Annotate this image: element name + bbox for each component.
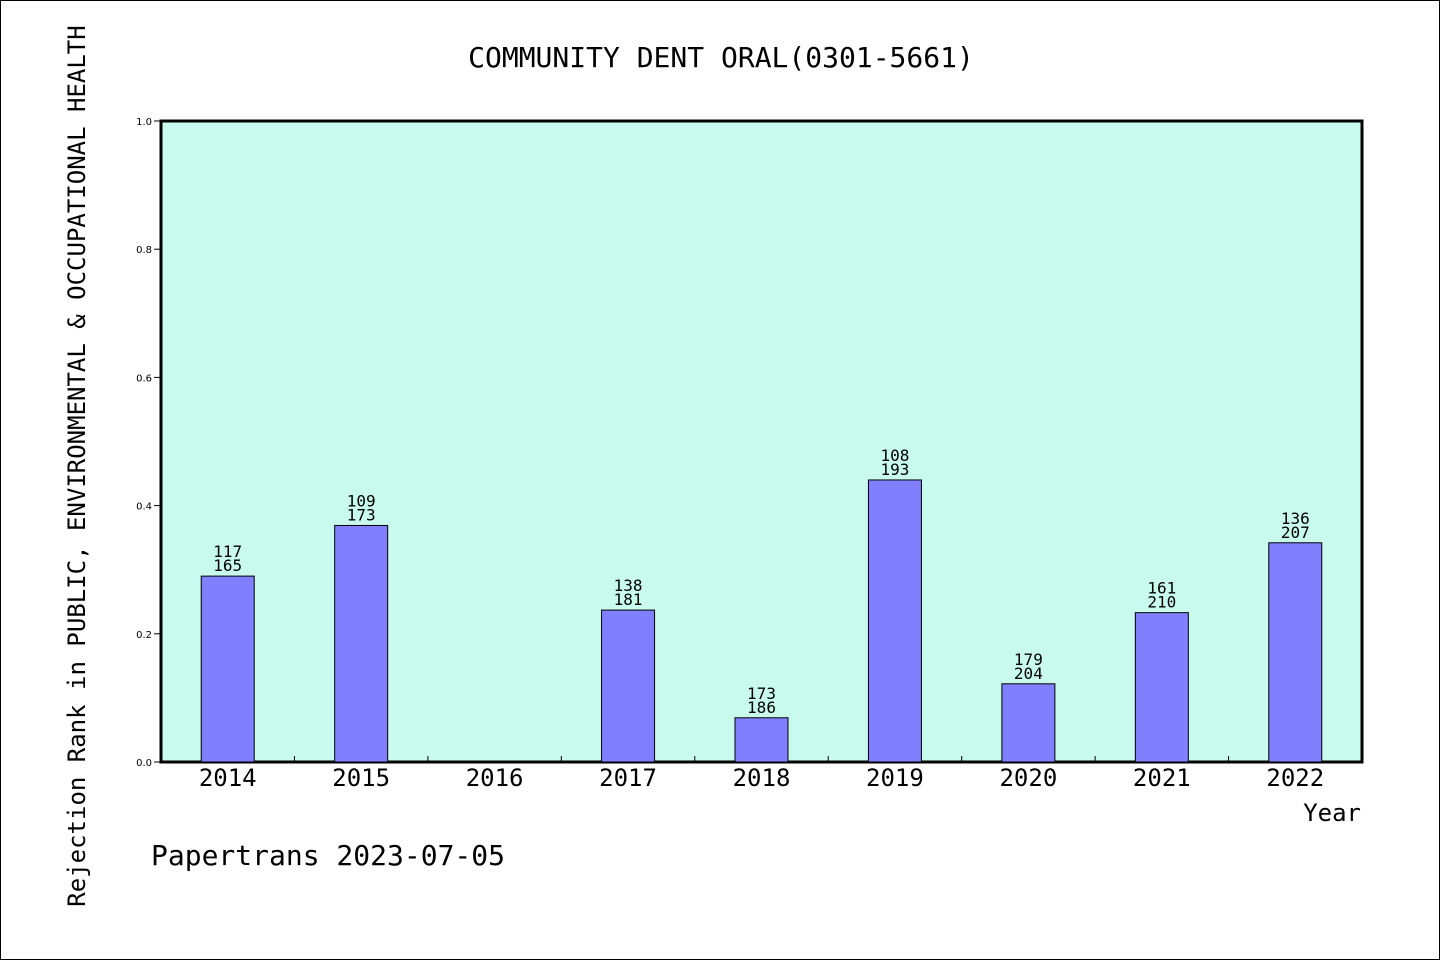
bar-label-top: 138	[614, 576, 643, 595]
x-tick-label: 2021	[1133, 764, 1191, 792]
bar-2018	[734, 717, 789, 763]
bar-label-bottom: 207	[1281, 523, 1310, 542]
x-axis-label: Year	[1303, 799, 1361, 827]
x-tick-label: 2014	[199, 764, 257, 792]
bar-2020	[1001, 683, 1056, 763]
bar-label-bottom: 210	[1147, 593, 1176, 612]
y-axis-label: Rejection Rank in PUBLIC, ENVIRONMENTAL …	[63, 25, 91, 906]
x-tick-label: 2020	[999, 764, 1057, 792]
bar-2021	[1134, 612, 1189, 763]
x-tick-label: 2017	[599, 764, 657, 792]
x-tick-label: 2022	[1266, 764, 1324, 792]
bars-layer: 1171651091731381811731861081931792041612…	[200, 446, 1323, 763]
bar-2015	[334, 524, 389, 763]
bar-label-top: 117	[213, 542, 242, 561]
x-tick-label: 2018	[733, 764, 791, 792]
footer-watermark: Papertrans 2023-07-05	[151, 839, 505, 872]
ticks-layer: 0.0 0.2 0.4 0.6 0.8 1.0 2014 2015 2016 2017 2018 20…	[136, 117, 1324, 792]
bar-label-top: 173	[747, 684, 776, 703]
bar-label-bottom: 186	[747, 698, 776, 717]
y-tick-label: 0.4	[136, 502, 152, 513]
bar-2019	[867, 479, 922, 763]
bar-label-bottom: 204	[1014, 664, 1043, 683]
y-tick-label: 1.0	[136, 117, 152, 128]
bar-label-top: 179	[1014, 650, 1043, 669]
bar-2014	[200, 575, 255, 763]
y-tick-label: 0.2	[136, 630, 152, 641]
y-tick-label: 0.8	[136, 245, 152, 256]
bar-label-bottom: 181	[614, 590, 643, 609]
bar-label-top: 136	[1281, 509, 1310, 528]
x-tick-label: 2015	[332, 764, 390, 792]
bar-label-bottom: 193	[880, 460, 909, 479]
bar-label-top: 161	[1147, 579, 1176, 598]
chart-title: COMMUNITY DENT ORAL(0301-5661)	[468, 41, 974, 74]
y-tick-label: 0.6	[136, 373, 152, 384]
bar-2022	[1268, 542, 1323, 763]
bar-2017	[601, 609, 656, 763]
bar-label-bottom: 165	[213, 556, 242, 575]
x-tick-label: 2016	[466, 764, 524, 792]
bar-label-top: 108	[880, 446, 909, 465]
bar-label-bottom: 173	[347, 505, 376, 524]
y-tick-label: 0.0	[136, 758, 152, 769]
bar-label-top: 109	[347, 491, 376, 510]
x-tick-label: 2019	[866, 764, 924, 792]
